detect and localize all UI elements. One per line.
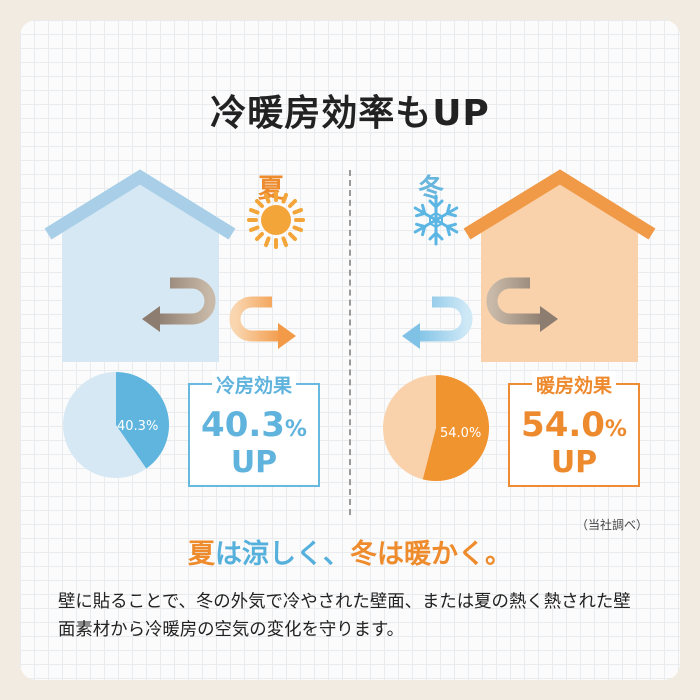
summer-outdoor-airflow-arrow-icon <box>229 296 296 349</box>
center-divider <box>349 170 351 515</box>
infographic-card: 冷暖房効率もUP 夏 冬 <box>20 20 680 680</box>
source-note: （当社調べ） <box>576 518 649 532</box>
heating-effect-box: 暖房効果 54.0% UP <box>508 371 640 487</box>
cooling-effect-label: 冷房効果 <box>211 371 297 398</box>
winter-label: 冬 <box>418 174 445 204</box>
heating-effect-up: UP <box>550 445 598 480</box>
cooling-effect-up: UP <box>230 445 278 480</box>
winter-pie-label: 54.0% <box>440 426 481 441</box>
warm-house-icon <box>463 169 656 362</box>
winter-pie-chart: 54.0% <box>383 375 490 482</box>
winter-indoor-airflow-arrow-icon <box>486 277 558 332</box>
summer-indoor-airflow-arrow-icon <box>142 277 216 332</box>
summer-pie-label: 40.3% <box>117 419 158 434</box>
sun-icon <box>247 191 305 249</box>
scene-illustration: 40.3% 54.0% <box>44 169 656 482</box>
page-title: 冷暖房効率もUP <box>210 93 490 134</box>
description-text: 壁に貼ることで、冬の外気で冷やされた壁面、または夏の熱く熱された壁面素材から冷暖… <box>58 592 631 640</box>
winter-outdoor-airflow-arrow-icon <box>402 296 473 349</box>
summer-label: 夏 <box>258 174 285 204</box>
cooling-effect-box: 冷房効果 40.3% UP <box>188 371 320 487</box>
heating-effect-value: 54.0% <box>521 405 627 445</box>
summer-pie-slice <box>116 372 170 469</box>
heating-effect-label: 暖房効果 <box>531 371 617 398</box>
snowflake-icon <box>413 194 459 246</box>
winter-pie-slice <box>422 375 490 482</box>
cool-house-icon <box>44 169 236 362</box>
summer-pie-chart: 40.3% <box>63 372 170 478</box>
cooling-effect-value: 40.3% <box>201 405 307 445</box>
slogan: 夏は涼しく、冬は暖かく。 <box>188 539 512 570</box>
